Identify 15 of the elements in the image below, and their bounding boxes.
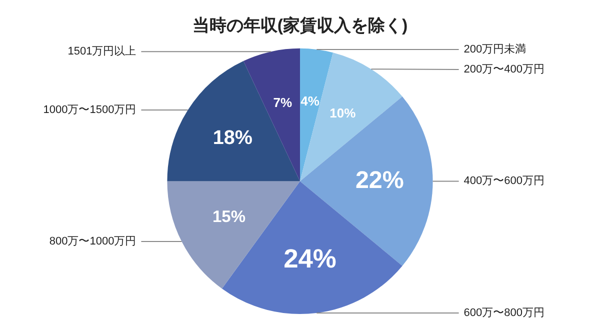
slice-label: 1000万〜1500万円 [43,104,136,116]
data-label: 24% [284,244,336,274]
slice-label: 1501万円以上 [68,44,136,58]
slice-label: 200万円未満 [464,42,526,56]
slice-label: 200万〜400万円 [464,63,545,76]
data-label: 4% [300,94,320,109]
data-label: 18% [212,126,253,149]
chart-title: 当時の年収(家賃収入を除く) [192,16,408,35]
slice-label: 600万〜800万円 [464,306,545,319]
slice-label: 800万〜1000万円 [49,236,136,248]
data-label: 22% [355,166,404,194]
data-label: 15% [212,208,246,226]
data-label: 7% [273,95,292,110]
data-label: 10% [330,106,356,120]
slice-label: 400万〜600万円 [464,175,545,188]
